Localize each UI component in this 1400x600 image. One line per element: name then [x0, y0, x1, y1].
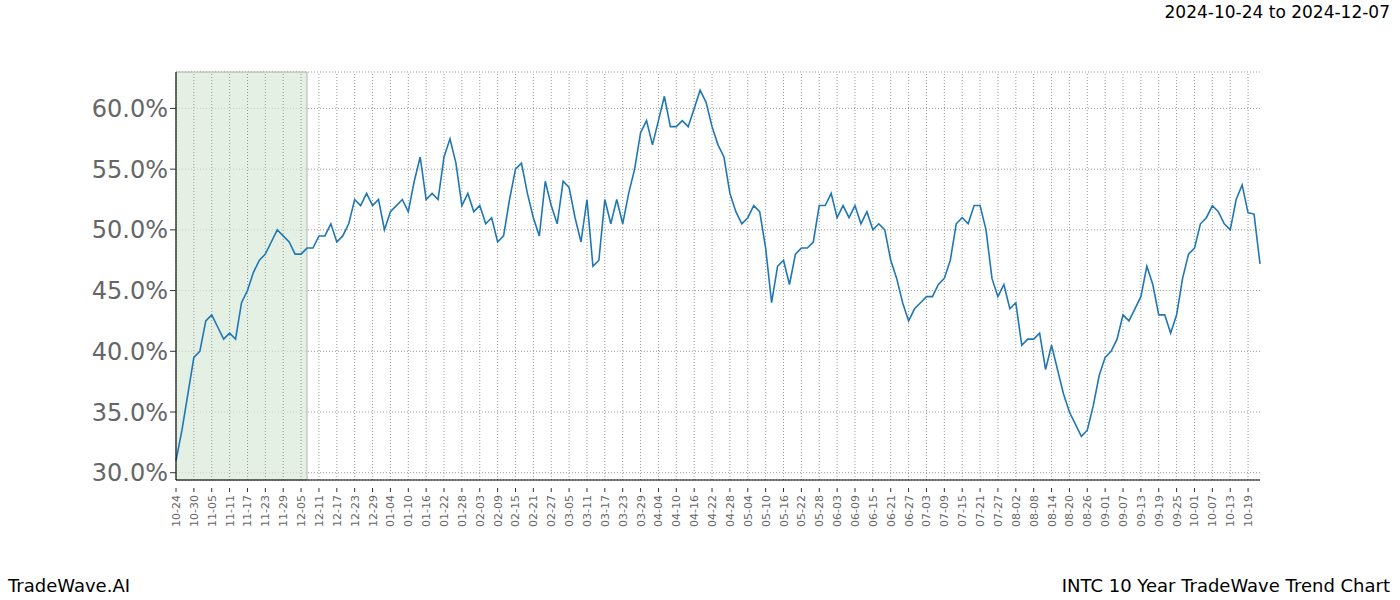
- svg-text:45.0%: 45.0%: [92, 277, 168, 305]
- svg-text:12-29: 12-29: [367, 495, 380, 527]
- svg-text:01-28: 01-28: [456, 495, 469, 527]
- svg-text:09-13: 09-13: [1135, 495, 1148, 527]
- svg-text:03-11: 03-11: [581, 495, 594, 527]
- svg-text:07-15: 07-15: [956, 495, 969, 527]
- svg-text:11-23: 11-23: [259, 495, 272, 527]
- svg-text:01-04: 01-04: [384, 495, 397, 527]
- svg-text:04-10: 04-10: [670, 495, 683, 527]
- svg-text:01-10: 01-10: [402, 495, 415, 527]
- svg-text:02-15: 02-15: [509, 495, 522, 527]
- svg-text:07-27: 07-27: [992, 495, 1005, 527]
- svg-text:01-16: 01-16: [420, 495, 433, 527]
- svg-text:05-04: 05-04: [742, 495, 755, 527]
- svg-text:12-05: 12-05: [295, 495, 308, 527]
- svg-text:07-21: 07-21: [974, 495, 987, 527]
- svg-text:10-19: 10-19: [1242, 495, 1255, 527]
- svg-text:03-17: 03-17: [599, 495, 612, 527]
- svg-text:50.0%: 50.0%: [92, 216, 168, 244]
- svg-text:07-09: 07-09: [938, 495, 951, 527]
- svg-text:11-05: 11-05: [206, 495, 219, 527]
- svg-text:08-02: 08-02: [1010, 495, 1023, 527]
- svg-text:05-22: 05-22: [795, 495, 808, 527]
- svg-text:06-03: 06-03: [831, 495, 844, 527]
- svg-text:35.0%: 35.0%: [92, 399, 168, 427]
- svg-text:03-29: 03-29: [635, 495, 648, 527]
- svg-text:10-01: 10-01: [1188, 495, 1201, 527]
- svg-text:09-01: 09-01: [1099, 495, 1112, 527]
- svg-text:02-21: 02-21: [527, 495, 540, 527]
- svg-text:01-22: 01-22: [438, 495, 451, 527]
- svg-text:04-16: 04-16: [688, 495, 701, 527]
- svg-text:09-25: 09-25: [1171, 495, 1184, 527]
- svg-text:10-13: 10-13: [1224, 495, 1237, 527]
- svg-text:11-17: 11-17: [241, 495, 254, 527]
- svg-text:12-17: 12-17: [331, 495, 344, 527]
- svg-text:06-09: 06-09: [849, 495, 862, 527]
- svg-text:08-20: 08-20: [1063, 495, 1076, 527]
- svg-text:40.0%: 40.0%: [92, 338, 168, 366]
- svg-text:02-27: 02-27: [545, 495, 558, 527]
- svg-text:02-03: 02-03: [474, 495, 487, 527]
- svg-text:05-16: 05-16: [778, 495, 791, 527]
- html-text:TradeWave.AI: TradeWave.AI: [8, 575, 130, 596]
- svg-text:05-10: 05-10: [760, 495, 773, 527]
- svg-text:03-05: 03-05: [563, 495, 576, 527]
- svg-text:04-04: 04-04: [652, 495, 665, 527]
- svg-text:11-29: 11-29: [277, 495, 290, 527]
- svg-text:12-23: 12-23: [349, 495, 362, 527]
- svg-text:04-28: 04-28: [724, 495, 737, 527]
- svg-text:06-27: 06-27: [903, 495, 916, 527]
- svg-text:11-11: 11-11: [224, 495, 237, 527]
- svg-text:06-15: 06-15: [867, 495, 880, 527]
- svg-text:03-23: 03-23: [617, 495, 630, 527]
- html-text:INTC 10 Year TradeWave Trend C: INTC 10 Year TradeWave Trend Chart: [1061, 575, 1390, 596]
- svg-text:09-19: 09-19: [1153, 495, 1166, 527]
- html-text:2024-10-24 to 2024-12-07: 2024-10-24 to 2024-12-07: [1164, 2, 1390, 22]
- svg-text:30.0%: 30.0%: [92, 459, 168, 487]
- svg-text:06-21: 06-21: [885, 495, 898, 527]
- svg-text:10-24: 10-24: [170, 495, 183, 527]
- svg-text:10-30: 10-30: [188, 495, 201, 527]
- svg-text:08-14: 08-14: [1046, 495, 1059, 527]
- svg-text:09-07: 09-07: [1117, 495, 1130, 527]
- svg-text:55.0%: 55.0%: [92, 156, 168, 184]
- svg-text:07-03: 07-03: [920, 495, 933, 527]
- svg-text:60.0%: 60.0%: [92, 95, 168, 123]
- svg-text:12-11: 12-11: [313, 495, 326, 527]
- svg-text:04-22: 04-22: [706, 495, 719, 527]
- svg-text:10-07: 10-07: [1206, 495, 1219, 527]
- svg-text:08-26: 08-26: [1081, 495, 1094, 527]
- svg-text:08-08: 08-08: [1028, 495, 1041, 527]
- svg-text:05-28: 05-28: [813, 495, 826, 527]
- svg-text:02-09: 02-09: [492, 495, 505, 527]
